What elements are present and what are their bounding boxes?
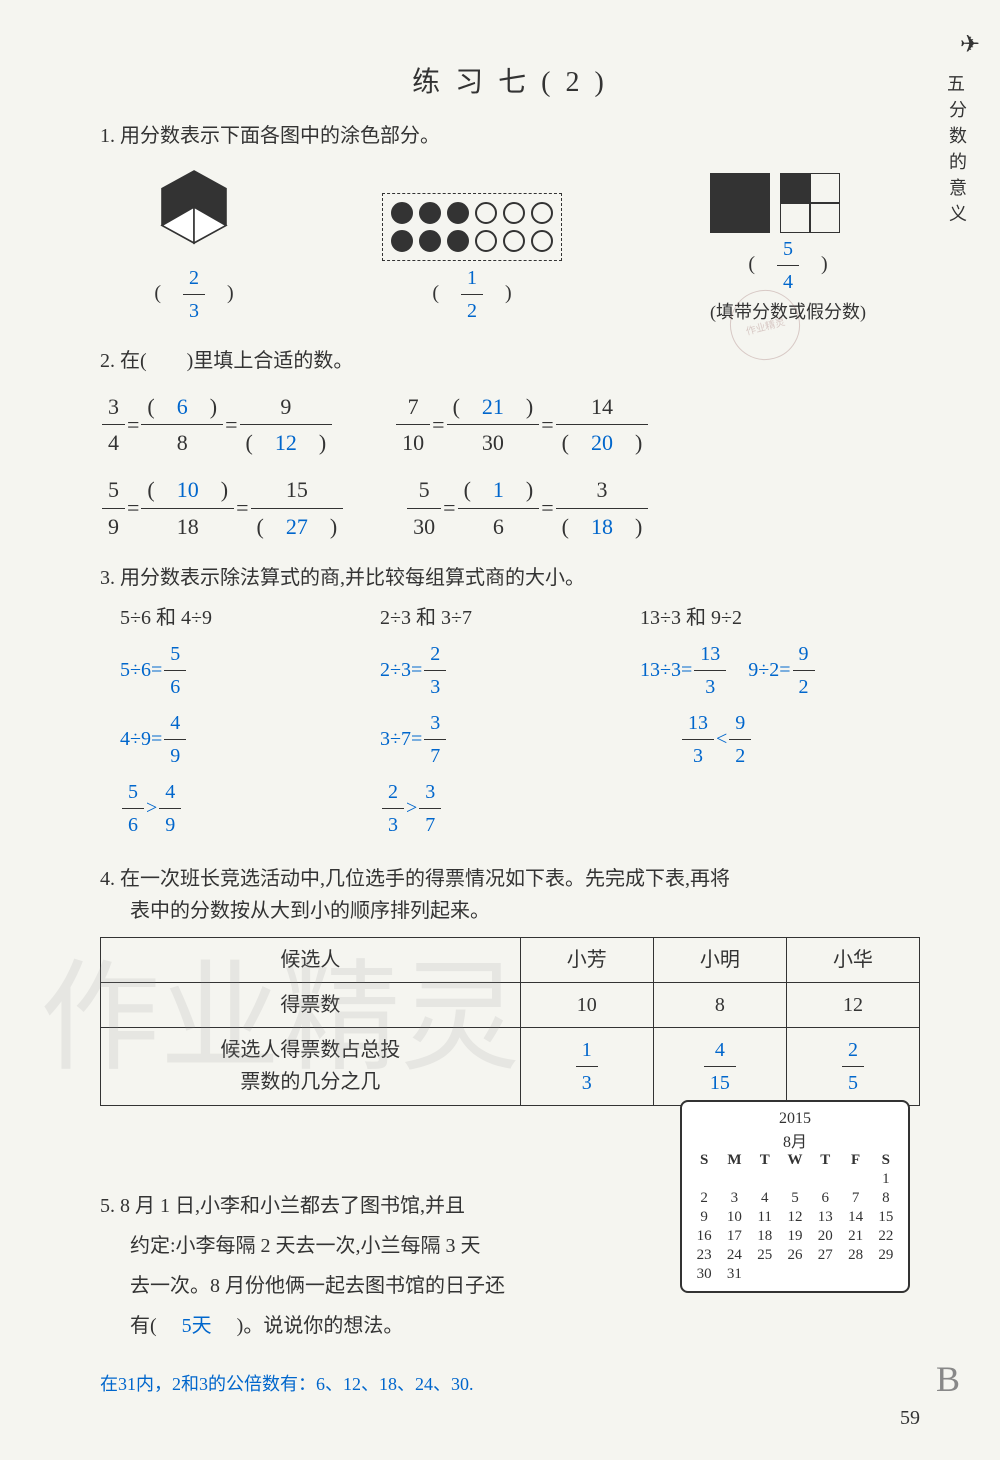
cal-date bbox=[841, 1266, 869, 1283]
q2-eq2: 710 =( 21 )30 =14( 20 ) bbox=[394, 389, 650, 460]
cal-date: 7 bbox=[841, 1190, 869, 1207]
page-letter: B bbox=[936, 1358, 960, 1400]
vote-table: 候选人 小芳 小明 小华 得票数 10 8 12 候选人得票数占总投票数的几分之… bbox=[100, 937, 920, 1106]
cal-day-header: W bbox=[781, 1152, 809, 1169]
problem-2: 2. 在( )里填上合适的数。 34 =( 6 )8 =9( 12 ) 710 … bbox=[100, 345, 920, 544]
q5-line2: 约定:小李每隔 2 天去一次,小兰每隔 3 天 bbox=[130, 1226, 640, 1266]
cal-date: 22 bbox=[872, 1228, 900, 1245]
cal-date: 15 bbox=[872, 1209, 900, 1226]
cal-date: 25 bbox=[751, 1247, 779, 1264]
cal-date bbox=[720, 1171, 748, 1188]
cal-day-header: S bbox=[872, 1152, 900, 1169]
q5-answer: 5天 bbox=[162, 1315, 232, 1337]
cal-date: 6 bbox=[811, 1190, 839, 1207]
cal-date: 8 bbox=[872, 1190, 900, 1207]
cal-date: 5 bbox=[781, 1190, 809, 1207]
cal-date: 17 bbox=[720, 1228, 748, 1245]
cal-date: 24 bbox=[720, 1247, 748, 1264]
cal-date: 26 bbox=[781, 1247, 809, 1264]
cal-date bbox=[811, 1266, 839, 1283]
cal-date: 16 bbox=[690, 1228, 718, 1245]
q3-col1: 5÷6 和 4÷9 5÷6=56 4÷9=49 56>49 bbox=[120, 602, 380, 845]
cal-date: 3 bbox=[720, 1190, 748, 1207]
cal-date bbox=[872, 1266, 900, 1283]
q2-eq4: 530 =( 1 )6 =3( 18 ) bbox=[405, 472, 650, 543]
cal-date: 14 bbox=[841, 1209, 869, 1226]
cal-date bbox=[781, 1171, 809, 1188]
cal-date bbox=[841, 1171, 869, 1188]
cal-date: 21 bbox=[841, 1228, 869, 1245]
cal-date bbox=[811, 1171, 839, 1188]
cal-date: 31 bbox=[720, 1266, 748, 1283]
q4-text1: 4. 在一次班长竞选活动中,几位选手的得票情况如下表。先完成下表,再将 bbox=[100, 863, 920, 895]
cal-date: 18 bbox=[751, 1228, 779, 1245]
problem-4: 4. 在一次班长竞选活动中,几位选手的得票情况如下表。先完成下表,再将 表中的分… bbox=[100, 863, 920, 1106]
q2-text: 2. 在( )里填上合适的数。 bbox=[100, 345, 920, 377]
cal-date: 2 bbox=[690, 1190, 718, 1207]
cal-date: 20 bbox=[811, 1228, 839, 1245]
q5-explanation: 在31内，2和3的公倍数有：6、12、18、24、30. bbox=[100, 1366, 640, 1402]
q1-figure-2: ( 12 ) bbox=[382, 193, 562, 327]
cal-day-header: S bbox=[690, 1152, 718, 1169]
cal-date: 4 bbox=[751, 1190, 779, 1207]
problem-3: 3. 用分数表示除法算式的商,并比较每组算式商的大小。 5÷6 和 4÷9 5÷… bbox=[100, 562, 920, 845]
q1-text: 1. 用分数表示下面各图中的涂色部分。 bbox=[100, 120, 920, 152]
cal-date: 29 bbox=[872, 1247, 900, 1264]
cal-date bbox=[781, 1266, 809, 1283]
cal-date: 27 bbox=[811, 1247, 839, 1264]
q3-col3: 13÷3 和 9÷2 13÷3=133 9÷2=92 133<92 bbox=[640, 602, 900, 845]
cal-date: 10 bbox=[720, 1209, 748, 1226]
q5-line3: 去一次。8 月份他俩一起去图书馆的日子还 bbox=[130, 1266, 640, 1306]
q5-line1: 5. 8 月 1 日,小李和小兰都去了图书馆,并且 bbox=[100, 1186, 640, 1226]
cal-date: 9 bbox=[690, 1209, 718, 1226]
page-number: 59 bbox=[900, 1407, 920, 1430]
q2-eq3: 59 =( 10 )18 =15( 27 ) bbox=[100, 472, 345, 543]
page-title: 练 习 七 ( 2 ) bbox=[100, 60, 920, 100]
cal-date: 23 bbox=[690, 1247, 718, 1264]
chapter-label: 分数的意义 bbox=[944, 100, 970, 230]
problem-1: 1. 用分数表示下面各图中的涂色部分。 ( 23 ) bbox=[100, 120, 920, 327]
q2-eq1: 34 =( 6 )8 =9( 12 ) bbox=[100, 389, 334, 460]
cal-date: 28 bbox=[841, 1247, 869, 1264]
cal-date: 19 bbox=[781, 1228, 809, 1245]
calendar: 2015 8月 SMTWTFS1234567891011121314151617… bbox=[680, 1100, 910, 1293]
cal-date bbox=[751, 1171, 779, 1188]
cal-date bbox=[690, 1171, 718, 1188]
q1-figure-1: ( 23 ) bbox=[154, 162, 234, 327]
cal-day-header: M bbox=[720, 1152, 748, 1169]
cal-date: 11 bbox=[751, 1209, 779, 1226]
cal-date: 1 bbox=[872, 1171, 900, 1188]
cal-date: 30 bbox=[690, 1266, 718, 1283]
q4-text2: 表中的分数按从大到小的顺序排列起来。 bbox=[130, 895, 920, 927]
chapter-number: 五 bbox=[947, 70, 965, 96]
cal-day-header: T bbox=[751, 1152, 779, 1169]
cal-date: 12 bbox=[781, 1209, 809, 1226]
bird-decoration: ✈ bbox=[960, 30, 980, 59]
cal-date: 13 bbox=[811, 1209, 839, 1226]
cal-day-header: T bbox=[811, 1152, 839, 1169]
cal-date bbox=[751, 1266, 779, 1283]
cal-day-header: F bbox=[841, 1152, 869, 1169]
q3-col2: 2÷3 和 3÷7 2÷3=23 3÷7=37 23>37 bbox=[380, 602, 640, 845]
q3-text: 3. 用分数表示除法算式的商,并比较每组算式商的大小。 bbox=[100, 562, 920, 594]
hexagon-icon bbox=[154, 162, 234, 252]
